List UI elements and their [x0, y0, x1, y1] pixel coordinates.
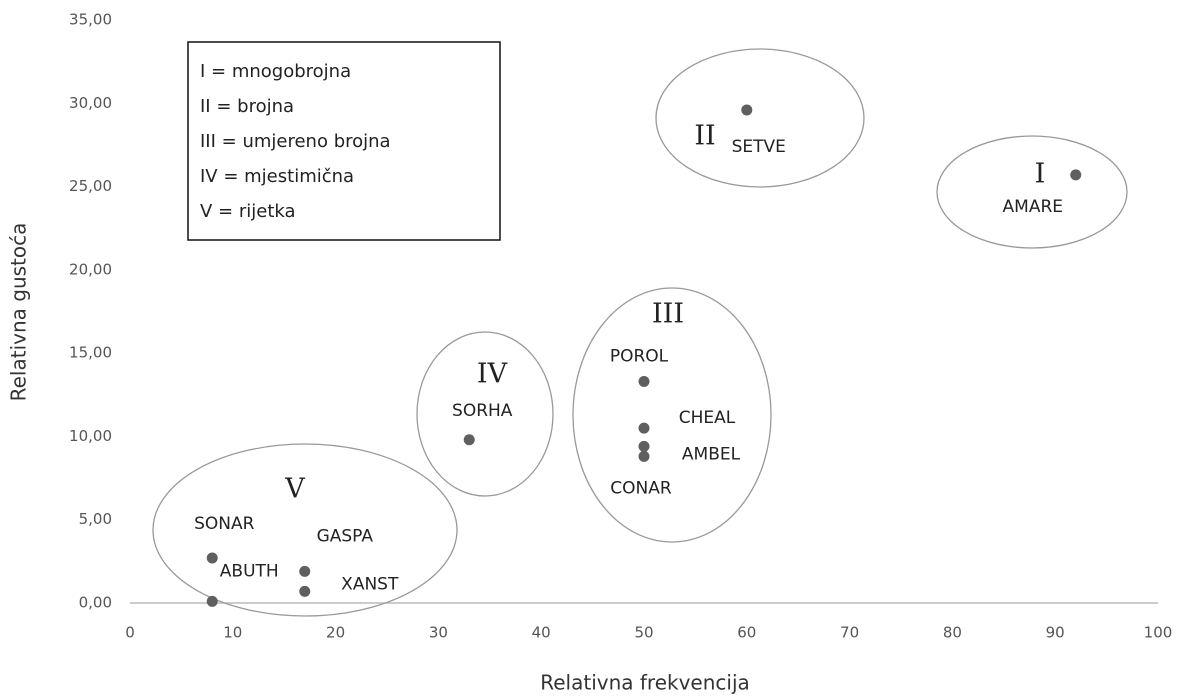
- point: [638, 375, 650, 387]
- x-tick-label: 20: [326, 624, 345, 642]
- x-tick-label: 60: [737, 624, 756, 642]
- x-tick-label: 50: [634, 624, 653, 642]
- point: [299, 585, 311, 597]
- y-tick-label: 20,00: [69, 260, 112, 278]
- point: [206, 552, 218, 564]
- y-tick-label: 25,00: [69, 177, 112, 195]
- point-label: SORHA: [452, 401, 513, 421]
- x-tick-label: 30: [429, 624, 448, 642]
- group-ellipse: [152, 443, 458, 617]
- legend-line: V = rijetka: [200, 201, 296, 222]
- group-label: V: [284, 474, 305, 505]
- point-label: CHEAL: [679, 408, 736, 428]
- point-label: POROL: [610, 346, 669, 366]
- legend-line: II = brojna: [200, 96, 294, 117]
- group-label: I: [1035, 159, 1046, 190]
- y-tick-label: 35,00: [69, 11, 112, 29]
- x-axis-label: Relativna frekvencija: [540, 671, 750, 695]
- point: [206, 595, 218, 607]
- point-label: SONAR: [194, 514, 255, 534]
- legend-line: III = umjereno brojna: [200, 131, 391, 152]
- point: [741, 104, 753, 116]
- x-tick-label: 80: [943, 624, 962, 642]
- x-tick-label: 100: [1144, 624, 1173, 642]
- group-ellipse: [572, 287, 772, 543]
- y-axis-label: Relativna gustoća: [7, 223, 31, 402]
- x-tick-label: 90: [1046, 624, 1065, 642]
- point: [638, 450, 650, 462]
- point-label: SETVE: [732, 137, 786, 157]
- point: [638, 440, 650, 452]
- legend-box: [187, 41, 501, 241]
- x-tick-label: 70: [840, 624, 859, 642]
- group-ellipse: [416, 331, 554, 497]
- group-ellipse: [655, 48, 865, 188]
- y-tick-label: 5,00: [79, 510, 112, 528]
- y-tick-label: 15,00: [69, 344, 112, 362]
- point-label: ABUTH: [220, 561, 279, 581]
- group-label: IV: [477, 359, 508, 390]
- group-label: II: [694, 121, 715, 152]
- x-tick-label: 40: [532, 624, 551, 642]
- legend-line: IV = mjestimična: [200, 166, 354, 187]
- point: [1070, 169, 1082, 181]
- point: [299, 565, 311, 577]
- point: [638, 422, 650, 434]
- group-label: III: [652, 299, 684, 330]
- x-tick-label: 10: [223, 624, 242, 642]
- y-tick-label: 30,00: [69, 94, 112, 112]
- legend-line: I = mnogobrojna: [200, 61, 351, 82]
- point-label: GASPA: [317, 526, 374, 546]
- point-label: AMARE: [1003, 197, 1063, 217]
- point: [463, 434, 475, 446]
- point-label: AMBEL: [682, 444, 741, 464]
- point-label: XANST: [341, 574, 399, 594]
- x-tick-label: 0: [125, 624, 135, 642]
- y-tick-label: 10,00: [69, 427, 112, 445]
- point-label: CONAR: [610, 478, 672, 498]
- group-ellipse: [936, 135, 1128, 249]
- y-tick-label: 0,00: [79, 594, 112, 612]
